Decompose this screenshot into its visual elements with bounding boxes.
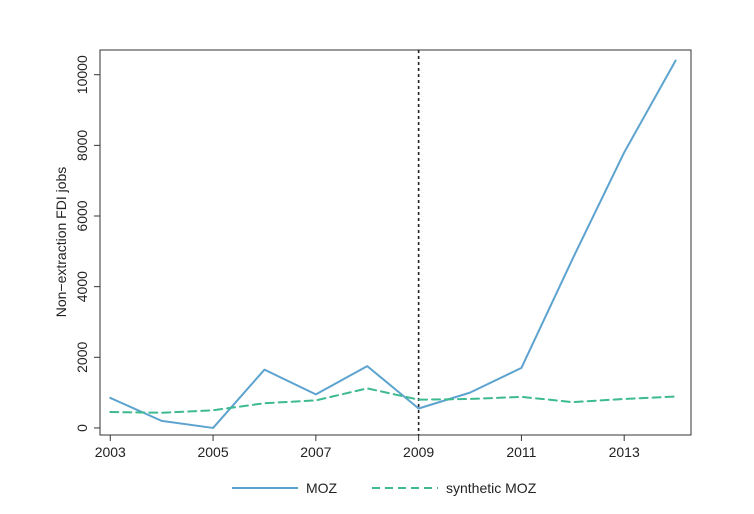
y-axis-label: Non−extraction FDI jobs bbox=[53, 167, 69, 318]
y-tick-label: 10000 bbox=[74, 55, 90, 94]
y-tick-label: 2000 bbox=[74, 342, 90, 373]
x-tick-label: 2005 bbox=[197, 444, 228, 460]
legend-label-1: synthetic MOZ bbox=[446, 480, 537, 496]
x-tick-label: 2013 bbox=[609, 444, 640, 460]
x-tick-label: 2003 bbox=[95, 444, 126, 460]
y-tick-label: 4000 bbox=[74, 271, 90, 302]
x-tick-label: 2011 bbox=[506, 444, 536, 460]
y-axis: 0 2000 4000 6000 8000 10000 bbox=[74, 55, 100, 432]
series-line-0 bbox=[109, 59, 677, 429]
y-tick-label: 8000 bbox=[74, 130, 90, 161]
series-layer bbox=[109, 59, 677, 429]
x-tick-label: 2009 bbox=[403, 444, 434, 460]
legend: MOZ synthetic MOZ bbox=[232, 480, 537, 496]
series-line-1 bbox=[109, 387, 677, 414]
x-axis: 2003 2005 2007 2009 2011 2013 bbox=[95, 435, 640, 460]
y-tick-label: 0 bbox=[74, 424, 90, 432]
legend-label-0: MOZ bbox=[306, 480, 338, 496]
y-tick-label: 6000 bbox=[74, 200, 90, 231]
x-tick-label: 2007 bbox=[300, 444, 331, 460]
plot-area bbox=[99, 49, 692, 436]
